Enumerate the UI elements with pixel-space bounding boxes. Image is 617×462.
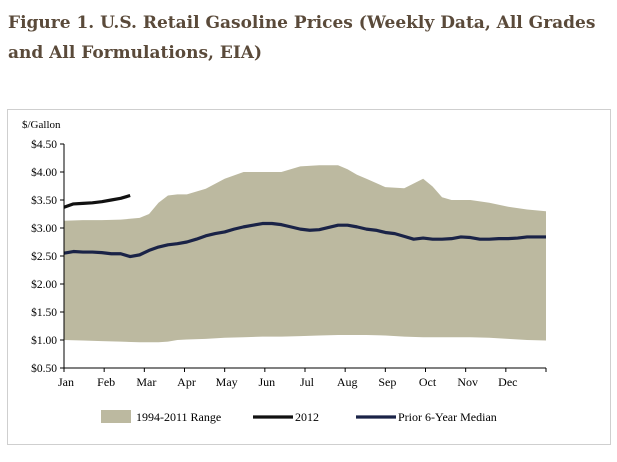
x-tick-label: Aug [337, 375, 358, 389]
x-tick-label: Nov [457, 375, 478, 389]
chart-svg: $/Gallon $0.50$1.00$1.50$2.00$2.50$3.00$… [22, 119, 547, 424]
x-tick-label: Mar [136, 375, 156, 389]
series-2012-line [63, 193, 131, 209]
x-tick-label: Oct [419, 375, 437, 389]
x-tick-label: Dec [498, 375, 517, 389]
y-tick-label: $4.50 [31, 138, 57, 151]
y-tick-label: $2.00 [31, 278, 57, 291]
tick-labels-layer: $0.50 $1.00 $1.50 $2.00 $2.50 $3.00 $3.50 $4.00… [31, 138, 517, 389]
y-tick-label: $1.00 [31, 334, 57, 347]
series-lines-layer [63, 193, 546, 259]
axes-layer [60, 143, 547, 372]
chart-frame: $/Gallon $0.50 $1.00 $1.50 $2.00 $2.50 $3.00 $… [7, 109, 611, 445]
legend: 1994-2011 Range 2012 Prior 6-Year Median [101, 410, 497, 424]
x-tick-label: Jul [300, 375, 315, 389]
y-tick-label: $2.50 [31, 250, 57, 263]
x-tick-label: May [216, 375, 238, 389]
figure-title: Figure 1. U.S. Retail Gasoline Prices (W… [8, 13, 596, 63]
x-tick-label: Sep [378, 375, 396, 389]
legend-label-median: Prior 6-Year Median [398, 410, 497, 424]
x-tick-label: Feb [97, 375, 115, 389]
y-tick-label: $0.50 [31, 362, 57, 375]
range-band-layer [64, 165, 546, 343]
legend-swatch-range [101, 410, 131, 423]
y-axis-label: $/Gallon [22, 119, 61, 131]
x-tick-label: Jan [58, 375, 74, 389]
x-tick-label: Jun [258, 375, 275, 389]
legend-label-range: 1994-2011 Range [136, 410, 221, 424]
y-tick-label: $1.50 [31, 306, 57, 319]
range-band-area [64, 165, 546, 343]
median-series-line [63, 221, 546, 259]
legend-label-2012: 2012 [295, 410, 319, 424]
y-tick-label: $3.00 [31, 222, 57, 235]
y-tick-label: $3.50 [31, 194, 57, 207]
x-tick-label: Apr [177, 375, 196, 389]
y-tick-label: $4.00 [31, 166, 57, 179]
